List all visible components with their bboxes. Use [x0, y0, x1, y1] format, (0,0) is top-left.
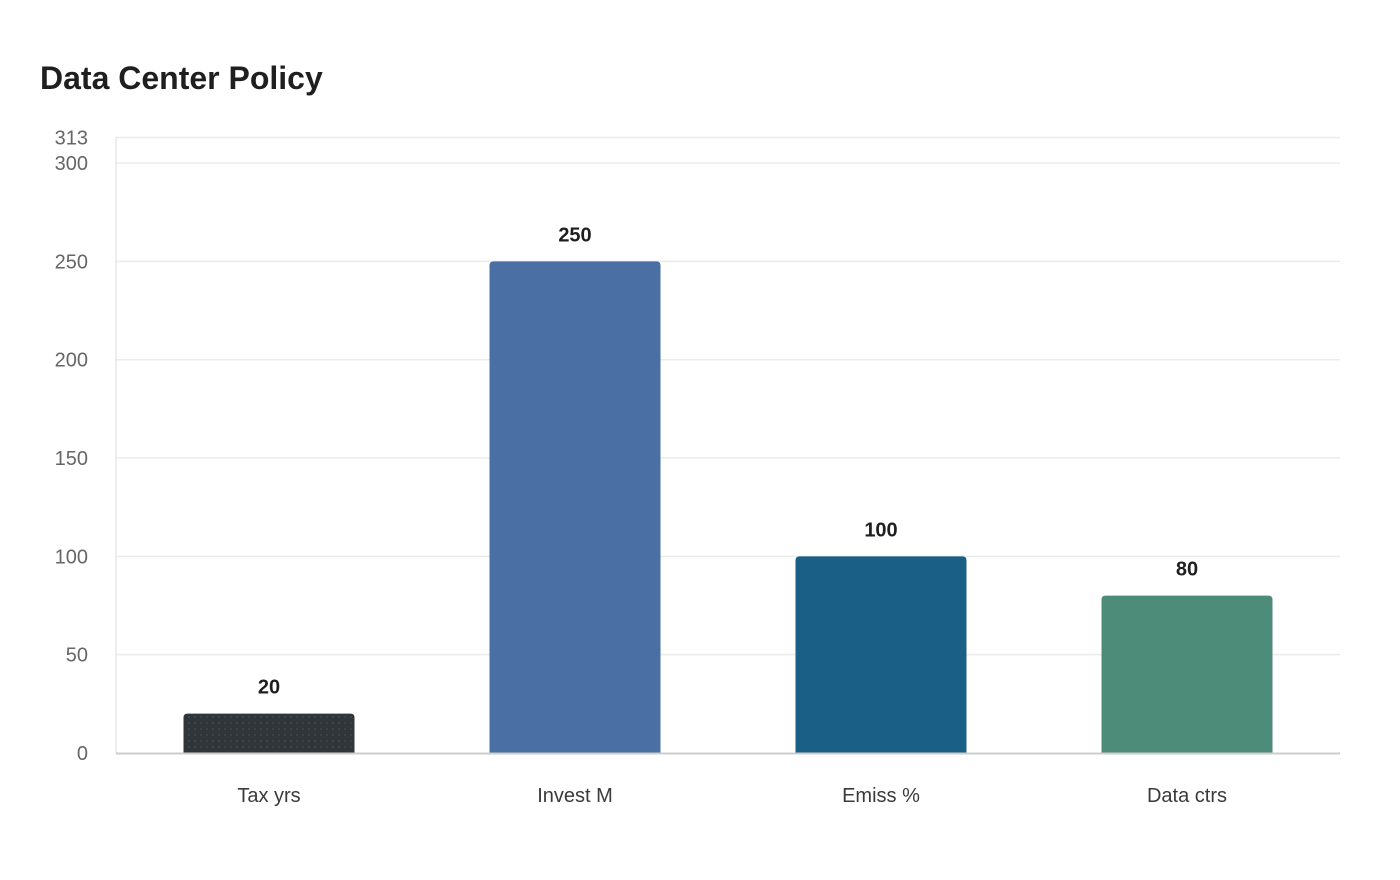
bar[interactable]: [795, 556, 967, 753]
x-category-label: Emiss %: [842, 785, 920, 807]
bar-value-label: 100: [864, 519, 897, 541]
bar[interactable]: [1101, 595, 1273, 753]
bar-group: 80: [1101, 559, 1273, 753]
x-axis-labels: Tax yrs Invest M Emiss % Data ctrs: [237, 785, 1227, 807]
y-tick-label: 0: [77, 743, 88, 765]
y-axis-ticks: 0 50 100 150 200 250 300 313: [55, 128, 88, 766]
chart-title: Data Center Policy: [40, 60, 323, 96]
y-tick-label: 313: [55, 128, 88, 150]
y-tick-label: 50: [66, 645, 88, 667]
bar-group: 100: [795, 519, 967, 753]
bar-group: 250: [489, 224, 661, 753]
y-tick-label: 100: [55, 546, 88, 568]
x-category-label: Invest M: [537, 785, 613, 807]
y-tick-label: 250: [55, 251, 88, 273]
bar-value-label: 20: [258, 677, 280, 699]
bar[interactable]: [183, 713, 355, 753]
bars: 20 250 100 80: [183, 224, 1273, 753]
x-category-label: Tax yrs: [237, 785, 300, 807]
x-category-label: Data ctrs: [1147, 785, 1227, 807]
y-tick-label: 200: [55, 350, 88, 372]
y-tick-label: 150: [55, 448, 88, 470]
y-tick-label: 300: [55, 153, 88, 175]
gridlines: [116, 136, 1340, 656]
bar[interactable]: [489, 261, 661, 753]
bar-value-label: 250: [558, 224, 591, 246]
bar-value-label: 80: [1176, 559, 1198, 581]
bar-group: 20: [183, 677, 355, 753]
